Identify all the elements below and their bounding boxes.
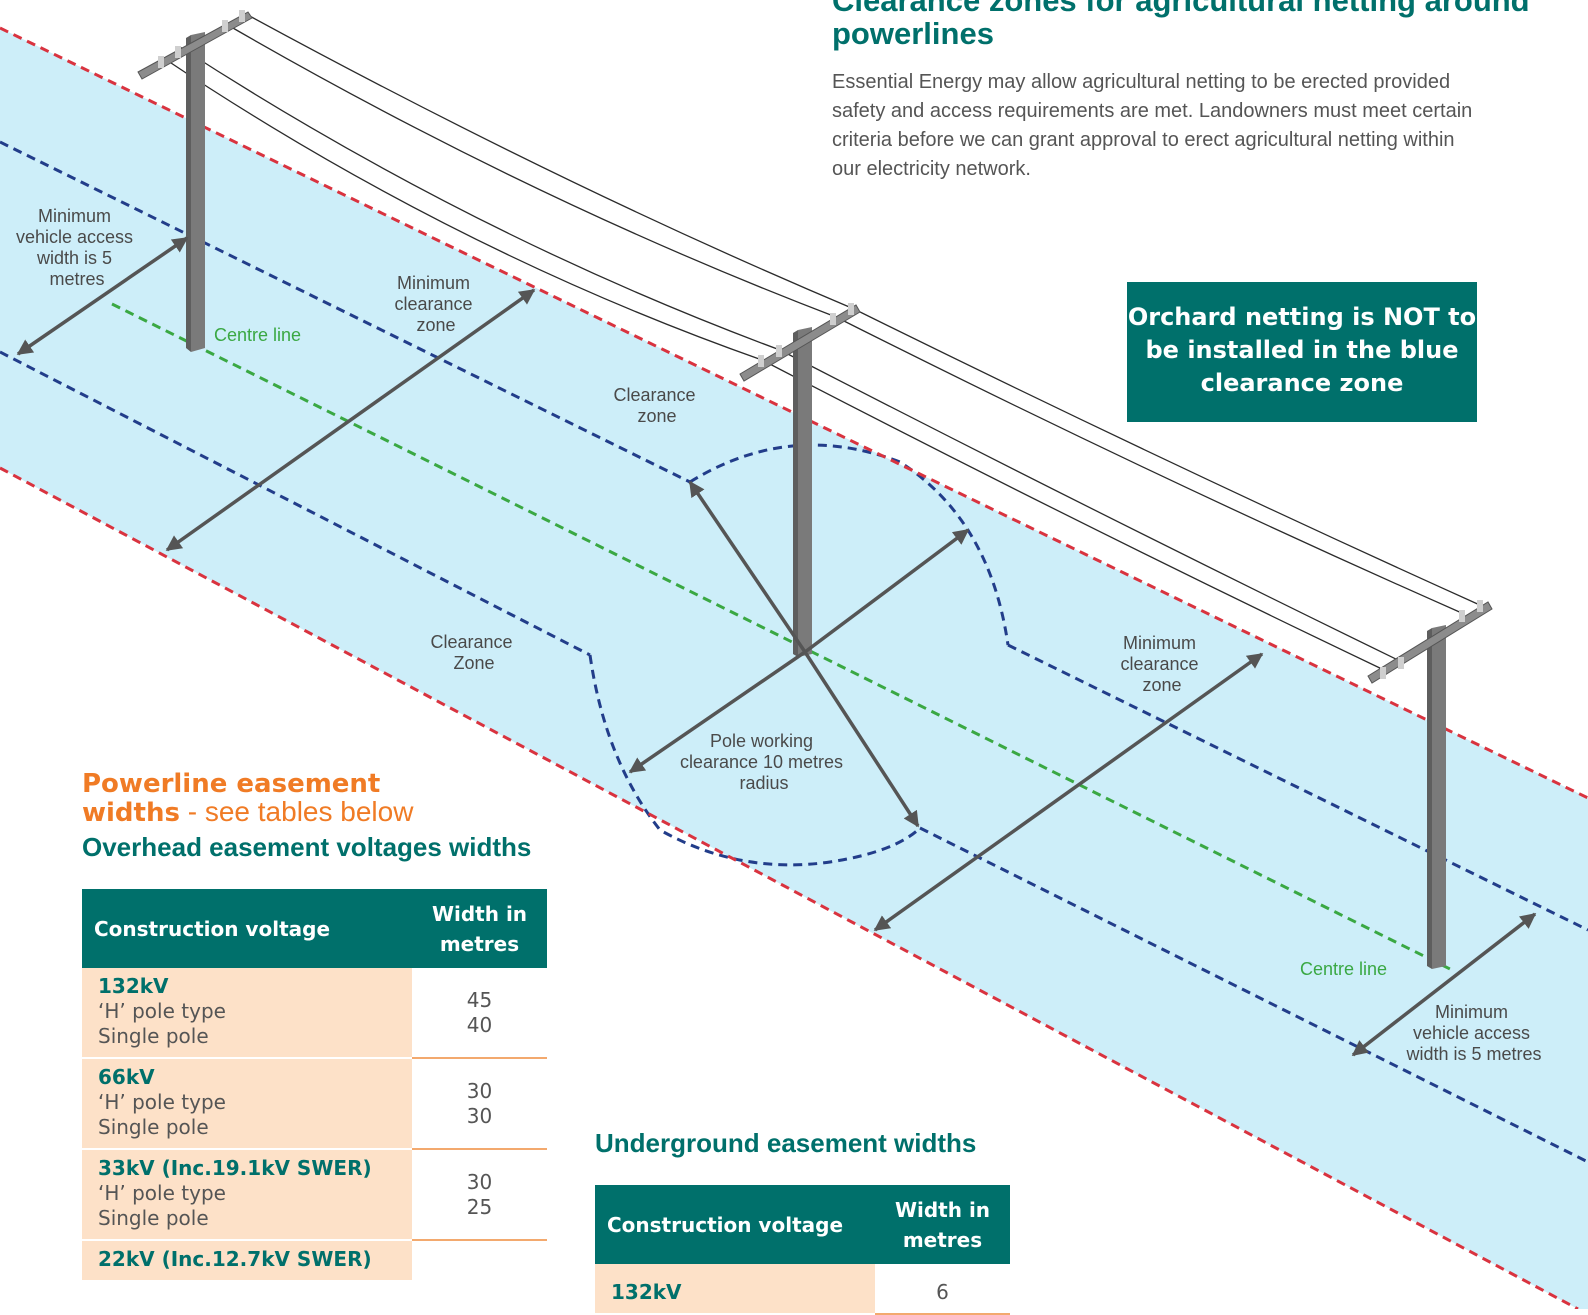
vehicle-access-arrow-left [16,236,189,356]
page-title: Clearance zones for agricultural netting… [832,0,1530,51]
easement-widths-heading: Powerline easement widths - see tables b… [82,770,482,827]
pole-radius-arrow-upleft [688,480,807,653]
pole-radius-arrow-downleft [628,650,806,774]
table-row: 132kV ‘H’ pole type Single pole 45 40 [82,968,547,1059]
vehicle-access-label-right: Minimum vehicle access width is 5 metres [1405,1002,1541,1064]
easement-boundary-upper [0,26,1588,800]
clearance-zone-label-bottom: Clearance Zone [430,632,517,673]
conductors [161,13,1483,671]
pole-type: ‘H’ pole type [98,1090,226,1114]
dimension-arrows [16,236,1537,1057]
voltage-label: 132kV [611,1280,682,1304]
voltage-label: 132kV [98,974,169,998]
easement-heading-rest: - see tables below [179,796,414,827]
clearance-boundary-upper-arc [689,443,1010,646]
width-value: 30 [466,1078,493,1103]
voltage-label: 33kV (Inc.19.1kV SWER) [98,1156,372,1180]
overhead-easement-table: Construction voltage Width in metres 132… [82,889,547,1282]
centre-line-label-right: Centre line [1300,959,1387,979]
col-header-width: Width in metres [875,1185,1010,1264]
underground-table-title: Underground easement widths [595,1128,977,1158]
min-clearance-label-left: Minimum clearance zone [394,273,477,335]
vehicle-access-label-left: Minimum vehicle access width is 5 metres [16,206,138,289]
width-value: 30 [466,1103,493,1128]
table-row: 66kV ‘H’ pole type Single pole 30 30 [82,1058,547,1150]
width-value: 40 [466,1012,493,1037]
voltage-label: 22kV (Inc.12.7kV SWER) [98,1247,372,1271]
pole-type: ‘H’ pole type [98,1181,226,1205]
easement-boundary-lower [0,466,1579,1309]
col-header-voltage: Construction voltage [82,889,412,968]
width-value: 45 [466,987,493,1012]
vehicle-access-arrow-right [1351,912,1537,1057]
clearance-boundary-lower-arc [588,654,922,867]
voltage-label: 66kV [98,1065,155,1089]
min-clearance-arrow-right [873,652,1264,932]
min-clearance-arrow-left [165,288,536,552]
power-pole [739,303,861,657]
table-row: 132kV 6 [595,1264,1010,1315]
width-value: 25 [466,1194,493,1219]
pole-radius-arrow-upright [803,528,970,654]
netting-warning-callout: Orchard netting is NOT to be installed i… [1127,282,1477,422]
table-row: 33kV (Inc.19.1kV SWER) ‘H’ pole type Singl… [82,1149,547,1241]
pole-type: Single pole [98,1206,209,1230]
table-header-row: Construction voltage Width in metres [82,889,547,968]
pole-working-clearance-label: Pole working clearance 10 metres radius [680,731,848,793]
underground-easement-table: Construction voltage Width in metres 132… [595,1185,1010,1315]
centre-line-label-left: Centre line [214,325,301,345]
width-value: 6 [936,1280,949,1304]
col-header-voltage: Construction voltage [595,1185,875,1264]
clearance-boundary-upper [0,140,691,484]
pole-type: Single pole [98,1024,209,1048]
overhead-table-title: Overhead easement voltages widths [82,832,532,862]
clearance-zone-label-top: Clearance zone [613,385,700,426]
intro-paragraph: Essential Energy may allow agricultural … [832,71,1473,180]
pole-type: Single pole [98,1115,209,1139]
pole-type: ‘H’ pole type [98,999,226,1023]
table-header-row: Construction voltage Width in metres [595,1185,1010,1264]
width-value: 30 [466,1169,493,1194]
min-clearance-label-right: Minimum clearance zone [1120,633,1203,695]
easement-heading-bold: Powerline easement widths [82,769,381,828]
col-header-width: Width in metres [412,889,547,968]
power-pole [1367,600,1493,969]
table-row: 22kV (Inc.12.7kV SWER) [82,1240,547,1282]
